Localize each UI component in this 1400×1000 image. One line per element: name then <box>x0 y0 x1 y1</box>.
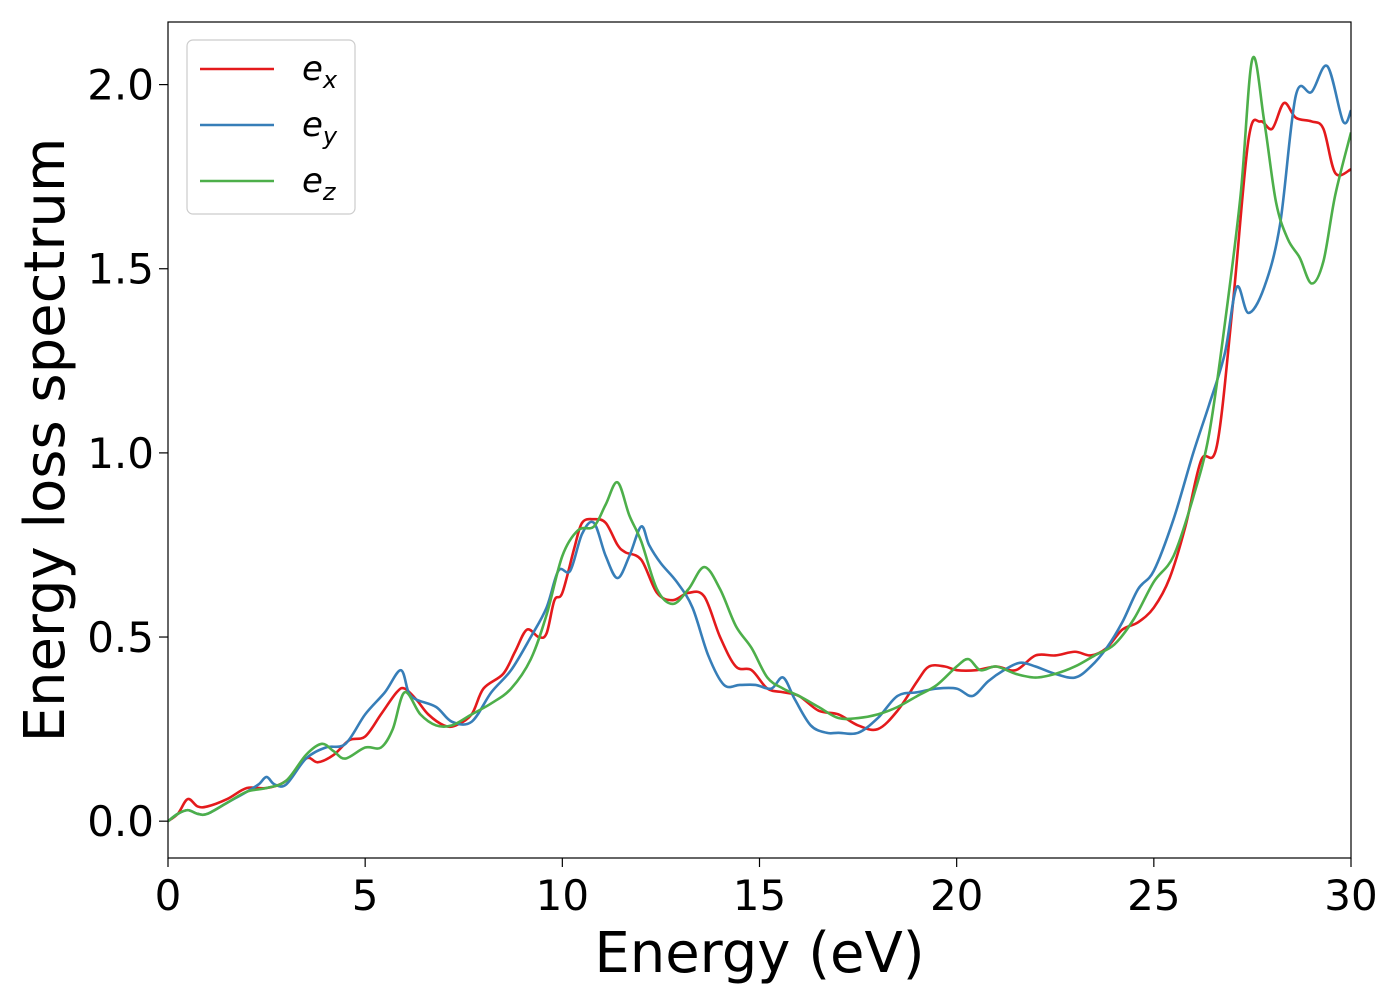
legend-label: ex <box>302 49 338 94</box>
x-tick-label: 25 <box>1127 871 1180 920</box>
legend-label: ey <box>302 105 338 150</box>
legend-box <box>186 39 356 215</box>
x-tick-label: 5 <box>352 871 379 920</box>
legend-item-x: ex <box>200 49 338 94</box>
x-tick-label: 20 <box>930 871 983 920</box>
series-line-z <box>168 55 1351 823</box>
legend-label: ez <box>302 161 337 206</box>
legend-item-y: ey <box>200 105 338 150</box>
y-axis: 0.0 0.5 1.0 1.5 2.0 <box>87 61 168 846</box>
x-tick-label: 30 <box>1324 871 1377 920</box>
x-tick-label: 15 <box>733 871 786 920</box>
x-tick-label: 0 <box>155 871 182 920</box>
series-line-x <box>168 101 1351 823</box>
x-tick-label: 10 <box>536 871 589 920</box>
y-tick-label: 2.0 <box>87 61 154 110</box>
plot-area <box>168 55 1351 823</box>
legend: ex ey ez <box>186 39 356 215</box>
y-tick-label: 0.5 <box>87 613 154 662</box>
legend-item-z: ez <box>200 161 337 206</box>
y-tick-label: 1.0 <box>87 429 154 478</box>
plot-frame <box>167 21 1352 859</box>
x-axis-title: Energy (eV) <box>594 921 924 986</box>
y-tick-label: 1.5 <box>87 245 154 294</box>
x-axis: 0 5 10 15 20 25 30 <box>155 858 1378 920</box>
y-tick-label: 0.0 <box>87 797 154 846</box>
series-line-y <box>168 64 1351 823</box>
y-axis-title: Energy loss spectrum <box>13 138 78 743</box>
